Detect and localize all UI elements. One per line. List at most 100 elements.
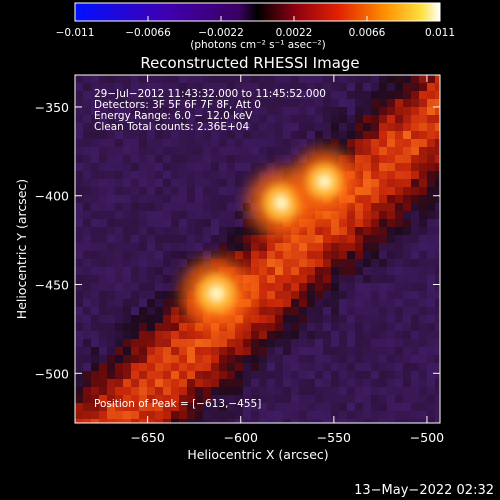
heatmap-cell [435,371,440,379]
heatmap-cell [155,267,163,275]
heatmap-cell [187,147,195,155]
heatmap-cell [355,243,363,251]
heatmap-cell [363,243,371,251]
heatmap-cell [107,339,115,347]
heatmap-cell [219,347,227,355]
heatmap-cell [395,419,403,423]
heatmap-cell [299,291,307,299]
heatmap-cell [107,371,115,379]
heatmap-cell [83,339,91,347]
heatmap-cell [339,251,347,259]
heatmap-cell [427,203,435,211]
heatmap-cell [275,355,283,363]
heatmap-cell [99,323,107,331]
heatmap-cell [243,75,251,83]
heatmap-cell [275,243,283,251]
heatmap-cell [123,259,131,267]
heatmap-cell [387,203,395,211]
heatmap-cell [179,251,187,259]
heatmap-cell [291,403,299,411]
heatmap-cell [411,339,419,347]
heatmap-cell [355,331,363,339]
heatmap-cell [387,283,395,291]
heatmap-cell [267,251,275,259]
heatmap-cell [171,123,179,131]
heatmap-cell [283,419,291,423]
heatmap-cell [139,299,147,307]
heatmap-cell [227,163,235,171]
heatmap-cell [395,387,403,395]
heatmap-cell [155,331,163,339]
heatmap-cell [427,283,435,291]
heatmap-cell [107,99,115,107]
heatmap-cell [203,147,211,155]
heatmap-cell [187,243,195,251]
heatmap-cell [395,75,403,83]
heatmap-cell [91,219,99,227]
heatmap-cell [147,243,155,251]
heatmap-cell [395,211,403,219]
heatmap-cell [203,195,211,203]
heatmap-cell [227,179,235,187]
heatmap-cell [331,211,339,219]
heatmap-cell [427,371,435,379]
heatmap-cell [195,403,203,411]
heatmap-cell [403,235,411,243]
heatmap-cell [395,219,403,227]
heatmap-cell [275,131,283,139]
heatmap-cell [163,203,171,211]
heatmap-cell [379,83,387,91]
heatmap-cell [283,315,291,323]
heatmap-cell [211,203,219,211]
heatmap-cell [131,267,139,275]
heatmap-cell [323,275,331,283]
heatmap-cell [299,107,307,115]
heatmap-cell [403,131,411,139]
heatmap-cell [75,355,83,363]
heatmap-cell [363,99,371,107]
heatmap-cell [83,243,91,251]
heatmap-cell [203,91,211,99]
heatmap-cell [227,75,235,83]
heatmap-cell [211,99,219,107]
heatmap-cell [307,219,315,227]
heatmap-cell [115,371,123,379]
heatmap-cell [83,115,91,123]
heatmap-cell [323,331,331,339]
heatmap-cell [307,291,315,299]
heatmap-cell [331,267,339,275]
heatmap-cell [203,355,211,363]
heatmap-cell [403,307,411,315]
heatmap-cell [275,307,283,315]
heatmap-cell [115,227,123,235]
heatmap-cell [315,139,323,147]
heatmap-cell [235,387,243,395]
heatmap-cell [187,235,195,243]
heatmap-cell [371,99,379,107]
heatmap-cell [91,235,99,243]
heatmap-cell [195,155,203,163]
heatmap-cell [107,323,115,331]
heatmap-cell [131,139,139,147]
heatmap-cell [315,395,323,403]
heatmap-cell [83,219,91,227]
heatmap-cell [331,307,339,315]
heatmap-cell [219,123,227,131]
heatmap-cell [323,235,331,243]
heatmap-cell [163,275,171,283]
heatmap-cell [419,139,427,147]
heatmap-cell [355,379,363,387]
heatmap-cell [307,83,315,91]
heatmap-cell [259,395,267,403]
heatmap-cell [363,147,371,155]
heatmap-cell [171,243,179,251]
heatmap-cell [179,107,187,115]
heatmap-cell [179,235,187,243]
heatmap-cell [235,227,243,235]
heatmap-cell [251,283,259,291]
heatmap-cell [227,347,235,355]
heatmap-cell [235,203,243,211]
heatmap-cell [211,363,219,371]
heatmap-cell [251,339,259,347]
heatmap-cell [323,227,331,235]
